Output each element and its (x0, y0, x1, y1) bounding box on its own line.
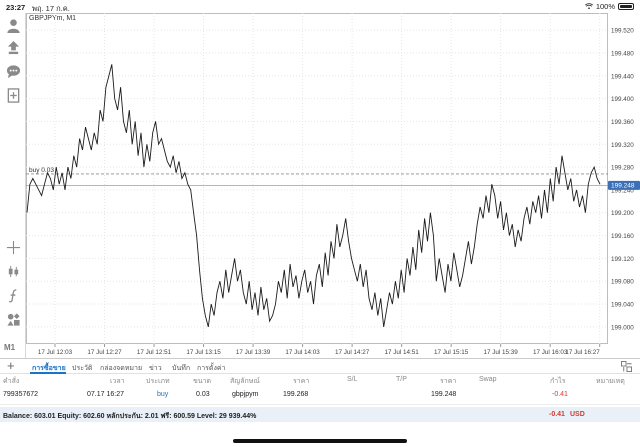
x-tick-label: 17 Jul 16:27 (565, 349, 600, 356)
y-tick-label: 199.280 (611, 165, 634, 172)
candle-type-icon[interactable] (5, 263, 21, 279)
x-tick-label: 17 Jul 12:27 (87, 349, 122, 356)
current-price-tag (608, 180, 640, 190)
col-order: คำสั่ง (3, 378, 20, 385)
tab-trade[interactable]: การซื้อขาย (32, 365, 66, 372)
col-price: ราคา (440, 378, 457, 385)
x-tick-label: 17 Jul 15:39 (484, 349, 519, 356)
terminal-panel: + การซื้อขาย ประวัติ กล่องจดหมาย ข่าว บั… (0, 358, 640, 447)
col-profit: กำไร (550, 378, 566, 385)
order-open-price: 199.268 (283, 391, 309, 398)
price-series-line (26, 64, 601, 328)
home-indicator (233, 439, 407, 443)
total-profit: -0.41 (549, 411, 565, 418)
y-tick-label: 199.400 (611, 96, 634, 103)
panel-layout-icon[interactable] (621, 361, 632, 372)
y-tick-label: 199.240 (611, 187, 634, 194)
order-symbol: gbpjpym (232, 391, 259, 398)
y-tick-label: 199.320 (611, 142, 634, 149)
y-tick-label: 199.200 (611, 210, 634, 217)
y-tick-label: 199.080 (611, 279, 634, 286)
new-order-icon[interactable] (5, 87, 21, 103)
left-toolbar: M1 (0, 13, 26, 358)
timeframe-label[interactable]: M1 (4, 343, 16, 352)
status-right: 100% (584, 2, 634, 11)
status-bar: 23:27 พฤ. 17 ก.ค. 100% (0, 0, 640, 13)
x-tick-label: 17 Jul 16:03 (533, 349, 568, 356)
tab-mailbox[interactable]: กล่องจดหมาย (100, 365, 143, 372)
plot-border (26, 13, 608, 344)
y-tick-label: 199.160 (611, 233, 634, 240)
col-swap: Swap (479, 376, 497, 383)
status-date: พฤ. 17 ก.ค. (32, 4, 70, 13)
chart-title: GBPJPYm, M1 (29, 15, 77, 22)
currency-label: USD (570, 411, 585, 418)
order-time: 07.17 16:27 (87, 391, 124, 398)
active-tab-indicator (30, 372, 66, 374)
x-axis-ticks: 17 Jul 12:03 17 Jul 12:27 17 Jul 12:51 17 J… (38, 344, 601, 356)
x-tick-label: 17 Jul 12:03 (38, 349, 73, 356)
chat-icon[interactable] (5, 63, 21, 79)
account-icon[interactable] (5, 17, 21, 33)
tab-journal[interactable]: บันทึก (172, 365, 191, 372)
x-tick-label: 17 Jul 12:51 (137, 349, 172, 356)
terminal-tabs: + การซื้อขาย ประวัติ กล่องจดหมาย ข่าว บั… (0, 359, 640, 374)
y-tick-label: 199.000 (611, 324, 634, 331)
order-id: 799357672 (3, 391, 39, 398)
y-tick-label: 199.520 (611, 28, 634, 35)
status-time: 23:27 (6, 3, 26, 12)
col-type: ประเภท (146, 378, 170, 385)
tab-news[interactable]: ข่าว (149, 365, 162, 372)
x-tick-label: 17 Jul 15:15 (434, 349, 469, 356)
price-chart[interactable]: 199.520 199.480 199.440 199.400 199.360 199.3… (26, 13, 640, 358)
battery-percent: 100% (595, 2, 615, 11)
battery-icon (618, 3, 634, 10)
crosshair-icon[interactable] (5, 239, 21, 255)
order-type: buy (157, 391, 169, 398)
y-tick-label: 199.040 (611, 302, 634, 309)
order-line-label: buy 0.03 (29, 167, 54, 174)
indicators-icon[interactable] (5, 287, 21, 303)
wifi-icon (584, 3, 593, 10)
order-size: 0.03 (196, 391, 210, 398)
y-tick-label: 199.360 (611, 119, 634, 126)
col-symbol: สัญลักษณ์ (230, 378, 260, 385)
y-tick-label: 199.440 (611, 73, 634, 80)
tab-settings[interactable]: การตั้งค่า (197, 365, 226, 372)
tab-history[interactable]: ประวัติ (72, 365, 93, 372)
y-tick-label: 199.480 (611, 50, 634, 57)
current-price-value: 199.248 (611, 183, 635, 190)
x-tick-label: 17 Jul 13:39 (236, 349, 271, 356)
x-tick-label: 17 Jul 14:27 (335, 349, 370, 356)
col-tp: T/P (396, 376, 407, 383)
x-tick-label: 17 Jul 14:51 (384, 349, 419, 356)
y-axis-ticks: 199.520 199.480 199.440 199.400 199.360 199.3… (611, 28, 634, 332)
balance-text: Balance: 603.01 Equity: 602.60 หลักประกั… (3, 413, 257, 420)
plus-icon[interactable]: + (7, 358, 15, 373)
chart-area[interactable]: GBPJPYm, M1 199.520 199.480 199.440 199.400… (26, 13, 640, 358)
order-icon[interactable] (5, 39, 21, 55)
col-size: ขนาด (193, 378, 212, 385)
order-profit: -0.41 (552, 391, 568, 398)
balance-summary: Balance: 603.01 Equity: 602.60 หลักประกั… (0, 407, 640, 422)
x-tick-label: 17 Jul 14:03 (285, 349, 320, 356)
x-tick-label: 17 Jul 13:15 (186, 349, 221, 356)
orders-table-header: คำสั่ง เวลา ประเภท ขนาด สัญลักษณ์ ราคา S… (0, 376, 640, 389)
col-time: เวลา (110, 378, 125, 385)
order-current-price: 199.248 (431, 391, 457, 398)
y-tick-label: 199.120 (611, 256, 634, 263)
col-open-price: ราคา (293, 378, 310, 385)
col-comment: หมายเหตุ (596, 378, 625, 385)
col-sl: S/L (347, 376, 358, 383)
objects-icon[interactable] (5, 311, 21, 327)
table-row[interactable]: 799357672 07.17 16:27 buy 0.03 gbpjpym 1… (0, 391, 640, 405)
grid-lines (26, 13, 608, 344)
